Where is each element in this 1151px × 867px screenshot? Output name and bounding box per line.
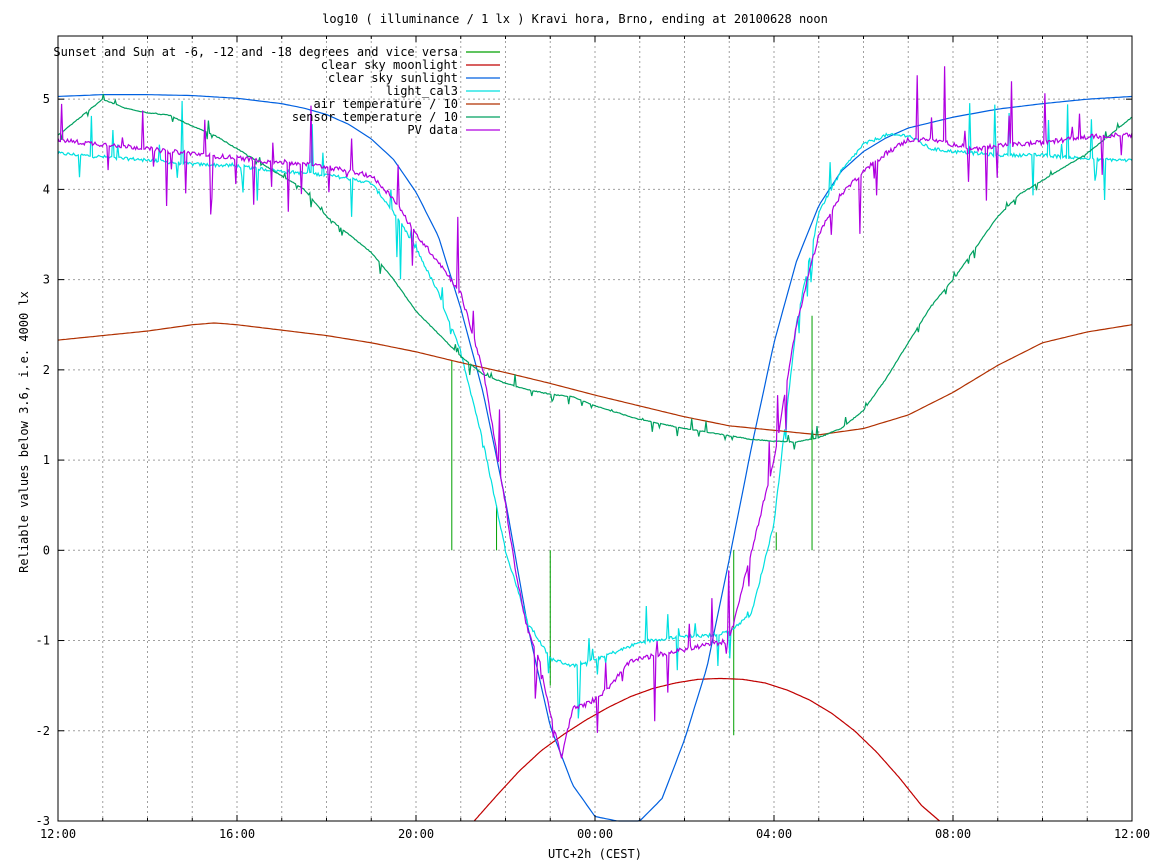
axis-ticks: -3 -2 -1 0 1 2 3 4 5 12:00 16:00 20:00 00:00 04:00 08:…	[36, 36, 1150, 841]
y-tick-label: 0	[43, 543, 50, 557]
series-1-line	[473, 677, 940, 822]
y-axis-label: Reliable values below 3.6, i.e. 4000 lx	[17, 291, 31, 573]
series-3-line	[57, 100, 1133, 719]
y-tick-label: -3	[36, 814, 50, 828]
x-axis-label: UTC+2h (CEST)	[548, 847, 642, 861]
legend-label: Sunset and Sun at -6, -12 and -18 degree…	[53, 45, 458, 59]
y-tick-label: 4	[43, 182, 50, 196]
legend-label: air temperature / 10	[314, 97, 459, 111]
x-tick-label: 12:00	[1114, 827, 1150, 841]
chart-title: log10 ( illuminance / 1 lx ) Kravi hora,…	[322, 12, 828, 26]
series-5-line	[57, 93, 1133, 450]
y-tick-label: -2	[36, 724, 50, 738]
x-tick-label: 20:00	[398, 827, 434, 841]
y-tick-label: 3	[43, 273, 50, 287]
grid	[58, 36, 1132, 821]
y-tick-label: 5	[43, 92, 50, 106]
series-4-line	[57, 322, 1133, 436]
y-tick-label: 1	[43, 453, 50, 467]
legend-label: light_cal3	[386, 84, 458, 98]
x-tick-label: 04:00	[756, 827, 792, 841]
series-6-line	[57, 66, 1133, 759]
legend-label: PV data	[407, 123, 458, 137]
x-tick-label: 12:00	[40, 827, 76, 841]
plot-frame	[57, 35, 1133, 822]
legend-label: clear sky sunlight	[328, 71, 458, 85]
legend: Sunset and Sun at -6, -12 and -18 degree…	[53, 45, 500, 137]
plot-series	[57, 66, 1133, 822]
y-tick-label: 2	[43, 363, 50, 377]
y-tick-label: -1	[36, 634, 50, 648]
x-tick-label: 16:00	[219, 827, 255, 841]
x-tick-label: 00:00	[577, 827, 613, 841]
x-tick-label: 08:00	[935, 827, 971, 841]
legend-label: clear sky moonlight	[321, 58, 458, 72]
legend-label: sensor temperature / 10	[292, 110, 458, 124]
